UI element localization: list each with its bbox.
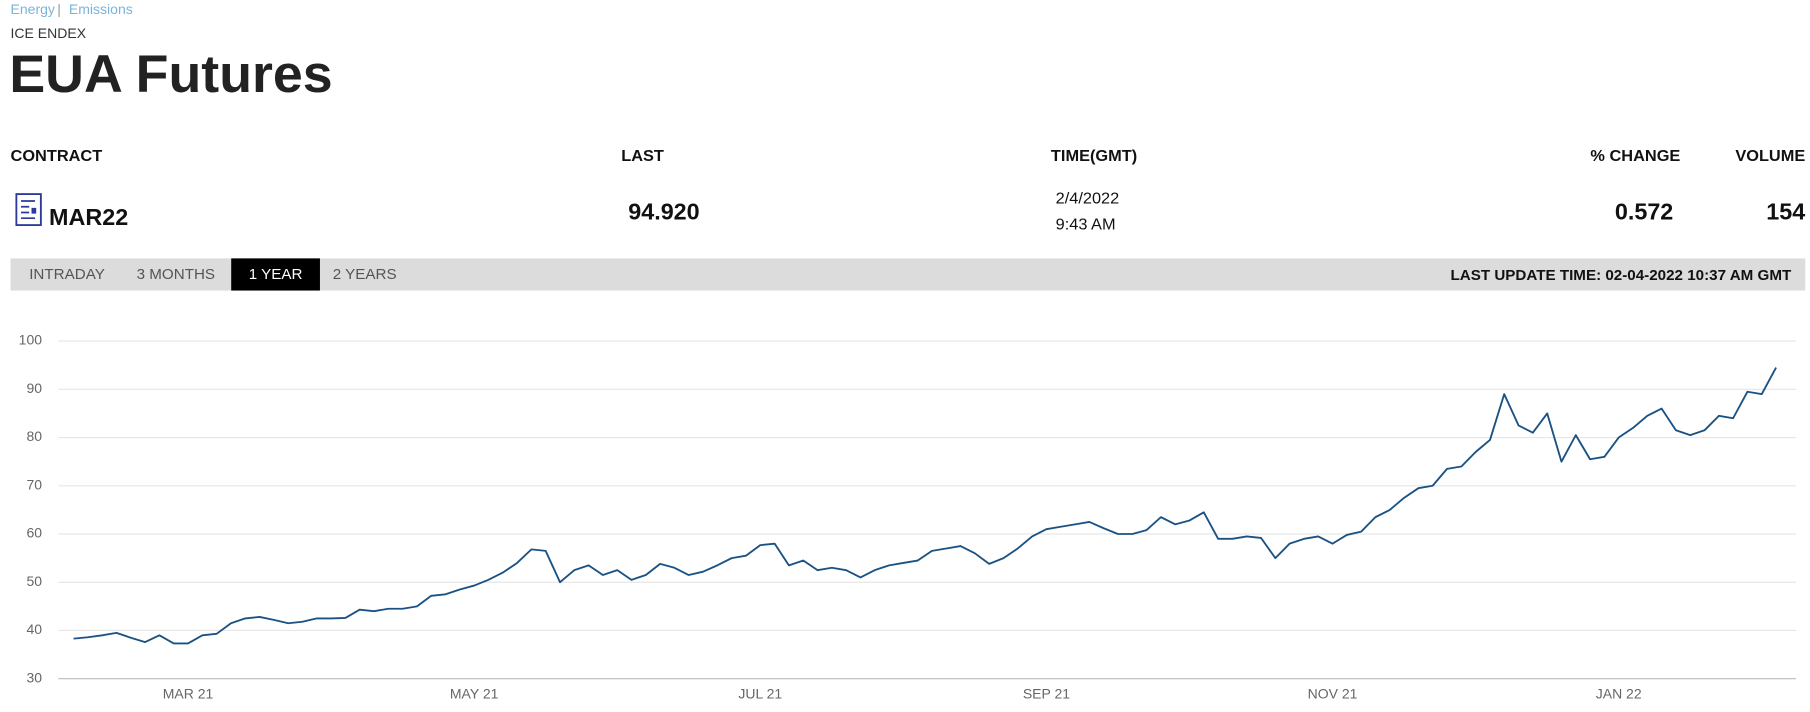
x-tick-label: MAR 21 xyxy=(163,686,214,702)
exchange: ICE ENDEX xyxy=(10,25,87,42)
column-header: VOLUME xyxy=(1735,145,1806,165)
volume: 154 xyxy=(1766,199,1806,226)
trade-time: 9:43 AM xyxy=(1055,214,1116,234)
tab[interactable]: INTRADAY xyxy=(29,265,105,283)
x-tick-label: NOV 21 xyxy=(1308,686,1358,702)
tab[interactable]: 1 YEAR xyxy=(231,258,320,291)
trade-date: 2/4/2022 xyxy=(1055,188,1120,207)
last-price: 94.920 xyxy=(628,199,700,226)
y-tick-label: 40 xyxy=(26,621,42,637)
y-tick-label: 100 xyxy=(19,332,43,348)
x-tick-label: MAY 21 xyxy=(450,686,499,702)
separator: | xyxy=(57,1,61,18)
column-header: CONTRACT xyxy=(10,145,103,165)
column-header: TIME(GMT) xyxy=(1050,145,1138,165)
y-tick-label: 50 xyxy=(26,573,42,589)
tab[interactable]: 3 MONTHS xyxy=(136,265,216,283)
tab-bar: INTRADAY 3 MONTHS 1 YEAR 2 YEARS LAST UP… xyxy=(10,258,1806,291)
price-line xyxy=(73,367,1777,645)
contract-icon[interactable] xyxy=(15,193,43,227)
last-update: LAST UPDATE TIME: 02-04-2022 10:37 AM GM… xyxy=(1450,266,1792,284)
column-header: % CHANGE xyxy=(1590,145,1681,165)
breadcrumb-link[interactable]: Energy xyxy=(10,1,55,18)
y-tick-label: 90 xyxy=(26,380,42,396)
x-tick-label: SEP 21 xyxy=(1023,686,1070,702)
percent-change: 0.572 xyxy=(1614,199,1674,226)
tab[interactable]: 2 YEARS xyxy=(332,265,397,283)
column-header: LAST xyxy=(621,145,664,165)
page-title: EUA Futures xyxy=(9,43,333,104)
y-tick-label: 80 xyxy=(26,428,42,444)
y-tick-label: 60 xyxy=(26,525,42,541)
y-tick-label: 70 xyxy=(26,477,42,493)
y-tick-label: 30 xyxy=(26,669,42,685)
price-chart: 30 40 50 60 70 80 90 100 MAR 21 MAY 21 JUL 21 SEP 2… xyxy=(19,332,1796,702)
contract: MAR22 xyxy=(49,205,129,231)
breadcrumb-link[interactable]: Emissions xyxy=(68,1,133,18)
x-tick-label: JUL 21 xyxy=(738,686,782,702)
x-tick-label: JAN 22 xyxy=(1596,686,1642,702)
